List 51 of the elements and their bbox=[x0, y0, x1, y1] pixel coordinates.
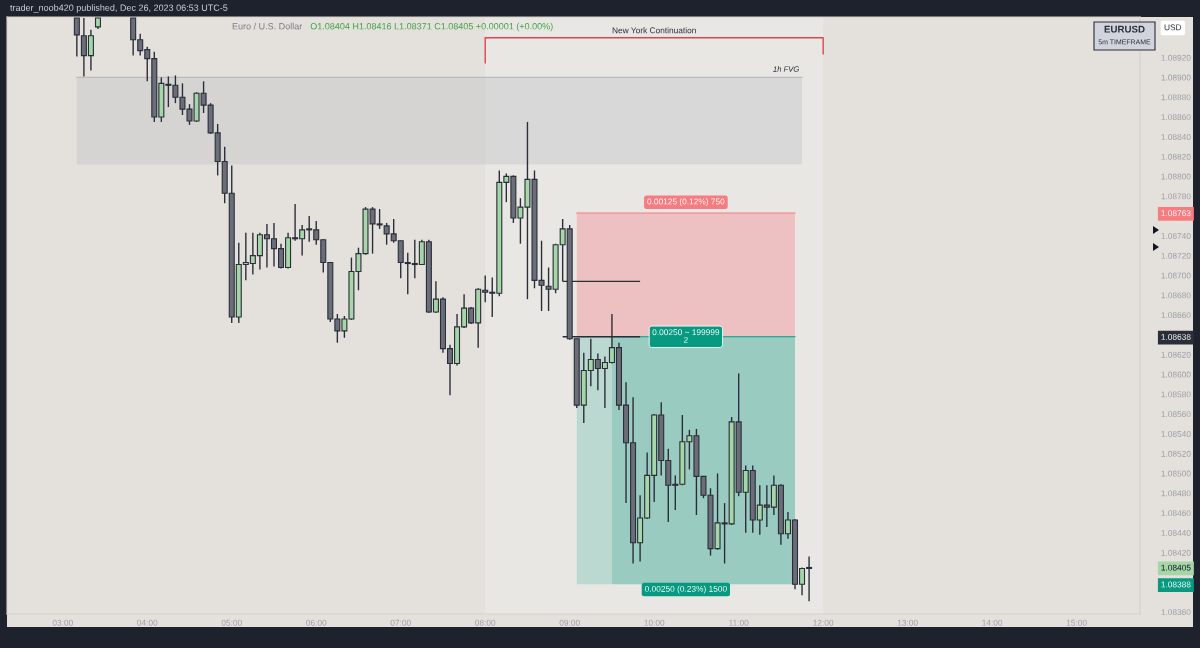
annotation: 0.00250 ~ 199999 2 bbox=[652, 329, 720, 343]
y-tick-label: 1.08520 bbox=[1161, 450, 1191, 457]
text: Euro / U.S. Dollar bbox=[232, 22, 303, 30]
x-tick-label: 03:00 bbox=[52, 619, 73, 626]
y-tick-label: 1.08440 bbox=[1161, 530, 1191, 536]
y-tick-label: 1.08360 bbox=[1161, 609, 1191, 616]
y-tick-label: 1.08460 bbox=[1161, 510, 1191, 517]
y-tick-label: 1.08500 bbox=[1161, 470, 1191, 477]
x-tick-label: 14:00 bbox=[982, 619, 1003, 626]
y-tick-label: 1.08405 bbox=[1161, 564, 1191, 571]
y-tick-label: 1.08480 bbox=[1161, 490, 1191, 497]
text: trader_noob420 published, Dec 26, 2023 06:53 UTC-5 bbox=[10, 4, 228, 13]
text: O1.08404 H1.08416 L1.08371 C1.08405 +0.00001 (+0.00%) bbox=[310, 22, 553, 32]
annotation: EURUSD bbox=[1104, 25, 1145, 33]
x-tick-label: 09:00 bbox=[559, 619, 580, 626]
y-tick-label: 1.08740 bbox=[1161, 233, 1191, 239]
y-tick-label: 1.08860 bbox=[1161, 114, 1191, 121]
y-tick-label: 1.08720 bbox=[1161, 252, 1191, 259]
x-tick-label: 13:00 bbox=[897, 619, 918, 626]
y-tick-label: 1.08600 bbox=[1161, 371, 1191, 378]
series-label: 0.00125 (0.12%) 750 bbox=[647, 198, 725, 207]
x-tick-label: 15:00 bbox=[1066, 619, 1087, 626]
y-tick-label: 1.08800 bbox=[1161, 173, 1191, 180]
y-tick-label: 1.08820 bbox=[1161, 153, 1191, 160]
y-tick-label: 1.08900 bbox=[1161, 74, 1191, 81]
y-tick-label: 1.08638 bbox=[1161, 333, 1191, 340]
y-tick-label: 1.08680 bbox=[1161, 292, 1191, 299]
x-tick-label: 12:00 bbox=[813, 619, 834, 626]
y-tick-label: 1.08880 bbox=[1161, 94, 1191, 101]
y-tick-label: 1.08560 bbox=[1161, 411, 1191, 418]
y-tick-label: 1.08620 bbox=[1161, 351, 1191, 358]
band-label: New York Continuation bbox=[612, 27, 696, 34]
x-tick-label: 11:00 bbox=[729, 619, 749, 626]
y-tick-label: 1.08780 bbox=[1161, 193, 1191, 200]
x-tick-label: 04:00 bbox=[137, 619, 158, 626]
y-tick-label: 1.08660 bbox=[1161, 312, 1191, 319]
x-tick-label: 10:00 bbox=[644, 619, 665, 626]
y-tick-label: 1.08540 bbox=[1161, 431, 1191, 437]
y-tick-label: 1.08920 bbox=[1161, 54, 1191, 61]
text: 0.00250 (0.23%) 1500 bbox=[644, 585, 727, 594]
x-tick-label: 06:00 bbox=[306, 619, 327, 626]
y-tick-label: 1.08420 bbox=[1161, 549, 1191, 556]
y-tick-label: 1.08580 bbox=[1161, 391, 1191, 398]
y-tick-label: 1.08840 bbox=[1161, 134, 1191, 140]
y-tick-label: 1.08763 bbox=[1161, 210, 1191, 217]
y-tick-label: 1.08700 bbox=[1161, 272, 1191, 279]
text: USD bbox=[1164, 24, 1182, 31]
x-tick-label: 05:00 bbox=[221, 619, 242, 626]
x-tick-label: 07:00 bbox=[390, 619, 411, 626]
y-tick-label: 1.08388 bbox=[1161, 581, 1191, 588]
x-tick-label: 08:00 bbox=[475, 619, 496, 626]
